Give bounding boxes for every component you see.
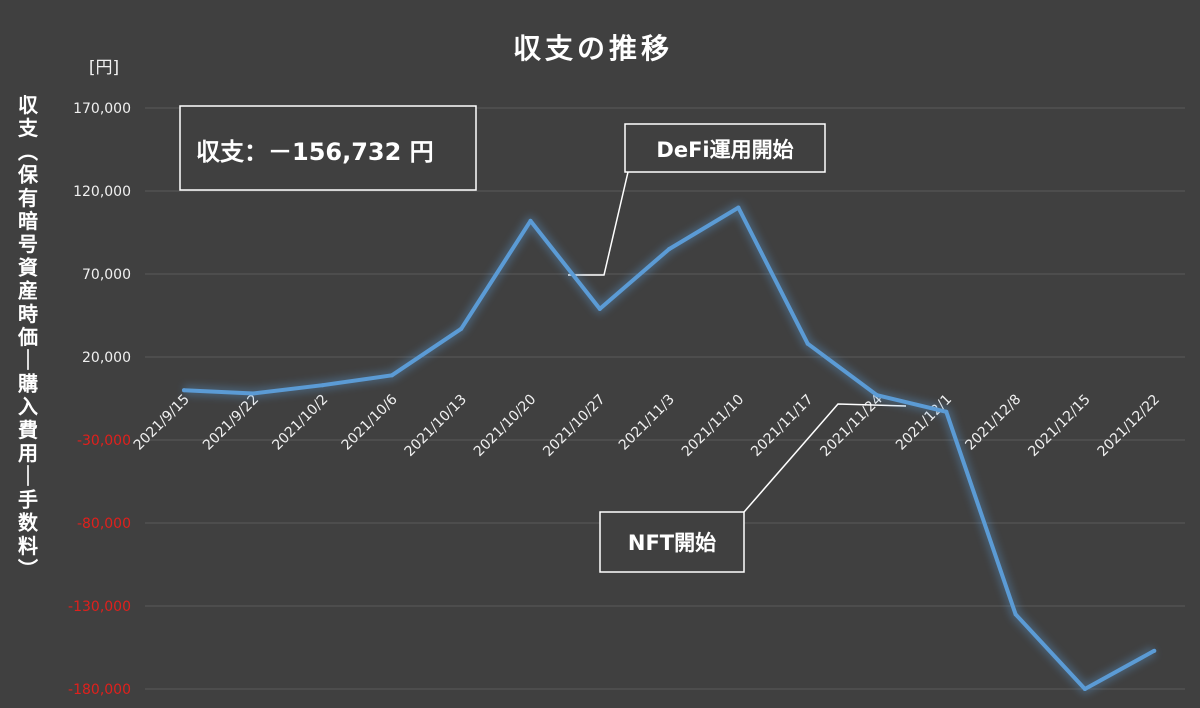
- data-point: [251, 391, 256, 396]
- x-tick-label: 2021/11/3: [616, 392, 678, 454]
- x-tick-label: 2021/9/15: [131, 392, 193, 454]
- y-unit-label: [円]: [89, 58, 119, 78]
- series-line-glow: [183, 202, 1157, 694]
- x-tick-label: 2021/9/22: [200, 392, 262, 454]
- defi-callout-box: [624, 123, 826, 173]
- x-tick-label: 2021/11/17: [748, 392, 816, 460]
- y-tick-label: 120,000: [73, 184, 131, 200]
- data-point: [944, 409, 949, 414]
- x-tick-label: 2021/11/10: [679, 392, 747, 460]
- data-point: [597, 306, 602, 311]
- x-axis-ticks: 2021/9/15 2021/9/22 2021/10/2 2021/10/6 2021…: [131, 391, 1163, 459]
- x-tick-label: 2021/10/13: [402, 392, 470, 460]
- y-tick-label: 20,000: [82, 350, 131, 366]
- x-tick-label: 2021/11/24: [817, 391, 885, 459]
- y-axis-ticks: 170,000 120,000 70,000 20,000 -30,000 -80,000…: [68, 101, 131, 698]
- x-tick-label: 2021/10/27: [540, 392, 608, 460]
- y-tick-label: -130,000: [68, 599, 131, 615]
- data-point: [667, 247, 672, 252]
- data-point: [320, 383, 325, 388]
- x-tick-label: 2021/12/8: [962, 392, 1024, 454]
- defi-callout-text: DeFi運用開始: [656, 138, 793, 162]
- y-tick-label: 70,000: [82, 267, 131, 283]
- y-tick-label: 170,000: [73, 101, 131, 117]
- series-income: [182, 202, 1157, 694]
- chart-title: 収支の推移: [513, 32, 673, 65]
- data-point: [805, 341, 810, 346]
- x-tick-label: 2021/10/6: [339, 391, 401, 453]
- data-point: [389, 373, 394, 378]
- y-tick-label: -80,000: [77, 516, 131, 532]
- data-point: [1152, 648, 1157, 653]
- x-tick-label: 2021/12/15: [1025, 392, 1093, 460]
- x-tick-label: 2021/10/2: [269, 392, 331, 454]
- nft-leader-line: [743, 403, 907, 513]
- data-point: [182, 388, 186, 393]
- data-point: [875, 393, 879, 398]
- data-point: [528, 218, 533, 223]
- series-line: [182, 205, 1157, 691]
- nft-callout-text: NFT開始: [628, 531, 716, 555]
- y-tick-label: -30,000: [77, 433, 131, 449]
- summary-text: 収支：－156,732 円: [196, 138, 434, 166]
- data-point: [1013, 612, 1018, 617]
- y-axis-label: 収支︵保有暗号資産時価｜購入費用｜手数料︶: [17, 93, 39, 581]
- data-point: [1082, 687, 1087, 691]
- nft-callout-box: [599, 511, 745, 573]
- x-tick-label: 2021/10/20: [471, 392, 539, 460]
- defi-leader-line: [568, 171, 629, 276]
- data-point: [736, 205, 741, 210]
- data-point: [459, 326, 464, 331]
- x-tick-label: 2021/12/22: [1095, 392, 1163, 460]
- summary-box: [179, 105, 477, 191]
- y-tick-label: -180,000: [68, 682, 131, 698]
